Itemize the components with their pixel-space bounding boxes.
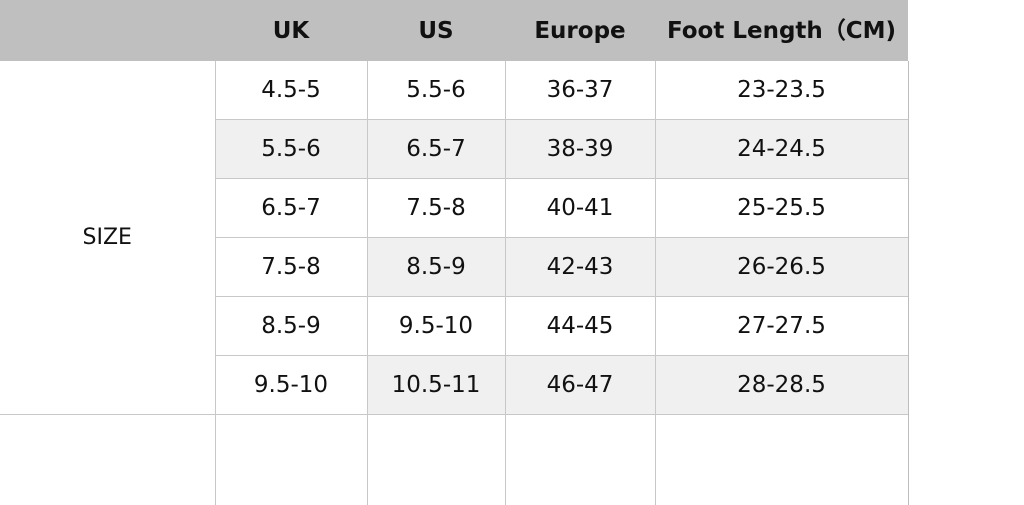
cell-foot-length: 26-26.5	[655, 238, 908, 297]
cell-foot-length: 28-28.5	[655, 356, 908, 415]
cell-us: 10.5-11	[367, 356, 505, 415]
cell-us: 8.5-9	[367, 238, 505, 297]
cell-europe: 42-43	[505, 238, 655, 297]
cell-foot-length: 24-24.5	[655, 120, 908, 179]
cell-uk: 6.5-7	[215, 179, 367, 238]
cell-uk: 7.5-8	[215, 238, 367, 297]
cell-europe: 36-37	[505, 61, 655, 120]
size-label: SIZE	[0, 61, 215, 415]
cell-uk: 5.5-6	[215, 120, 367, 179]
cell-foot-length: 27-27.5	[655, 297, 908, 356]
cell-europe: 38-39	[505, 120, 655, 179]
cell-europe: 46-47	[505, 356, 655, 415]
cell-uk: 8.5-9	[215, 297, 367, 356]
empty-cell	[0, 415, 215, 505]
header-foot-length: Foot Length（CM)	[655, 0, 908, 61]
empty-cell	[655, 415, 908, 505]
cell-us: 9.5-10	[367, 297, 505, 356]
cell-us: 7.5-8	[367, 179, 505, 238]
cell-europe: 44-45	[505, 297, 655, 356]
cell-uk: 4.5-5	[215, 61, 367, 120]
cell-foot-length: 23-23.5	[655, 61, 908, 120]
cell-us: 6.5-7	[367, 120, 505, 179]
cell-foot-length: 25-25.5	[655, 179, 908, 238]
header-europe: Europe	[505, 0, 655, 61]
empty-cell	[505, 415, 655, 505]
cell-europe: 40-41	[505, 179, 655, 238]
empty-row	[0, 415, 908, 505]
cell-uk: 9.5-10	[215, 356, 367, 415]
table-header: UK US Europe Foot Length（CM)	[0, 0, 908, 61]
empty-cell	[367, 415, 505, 505]
cell-us: 5.5-6	[367, 61, 505, 120]
header-uk: UK	[215, 0, 367, 61]
header-us: US	[367, 0, 505, 61]
empty-cell	[215, 415, 367, 505]
